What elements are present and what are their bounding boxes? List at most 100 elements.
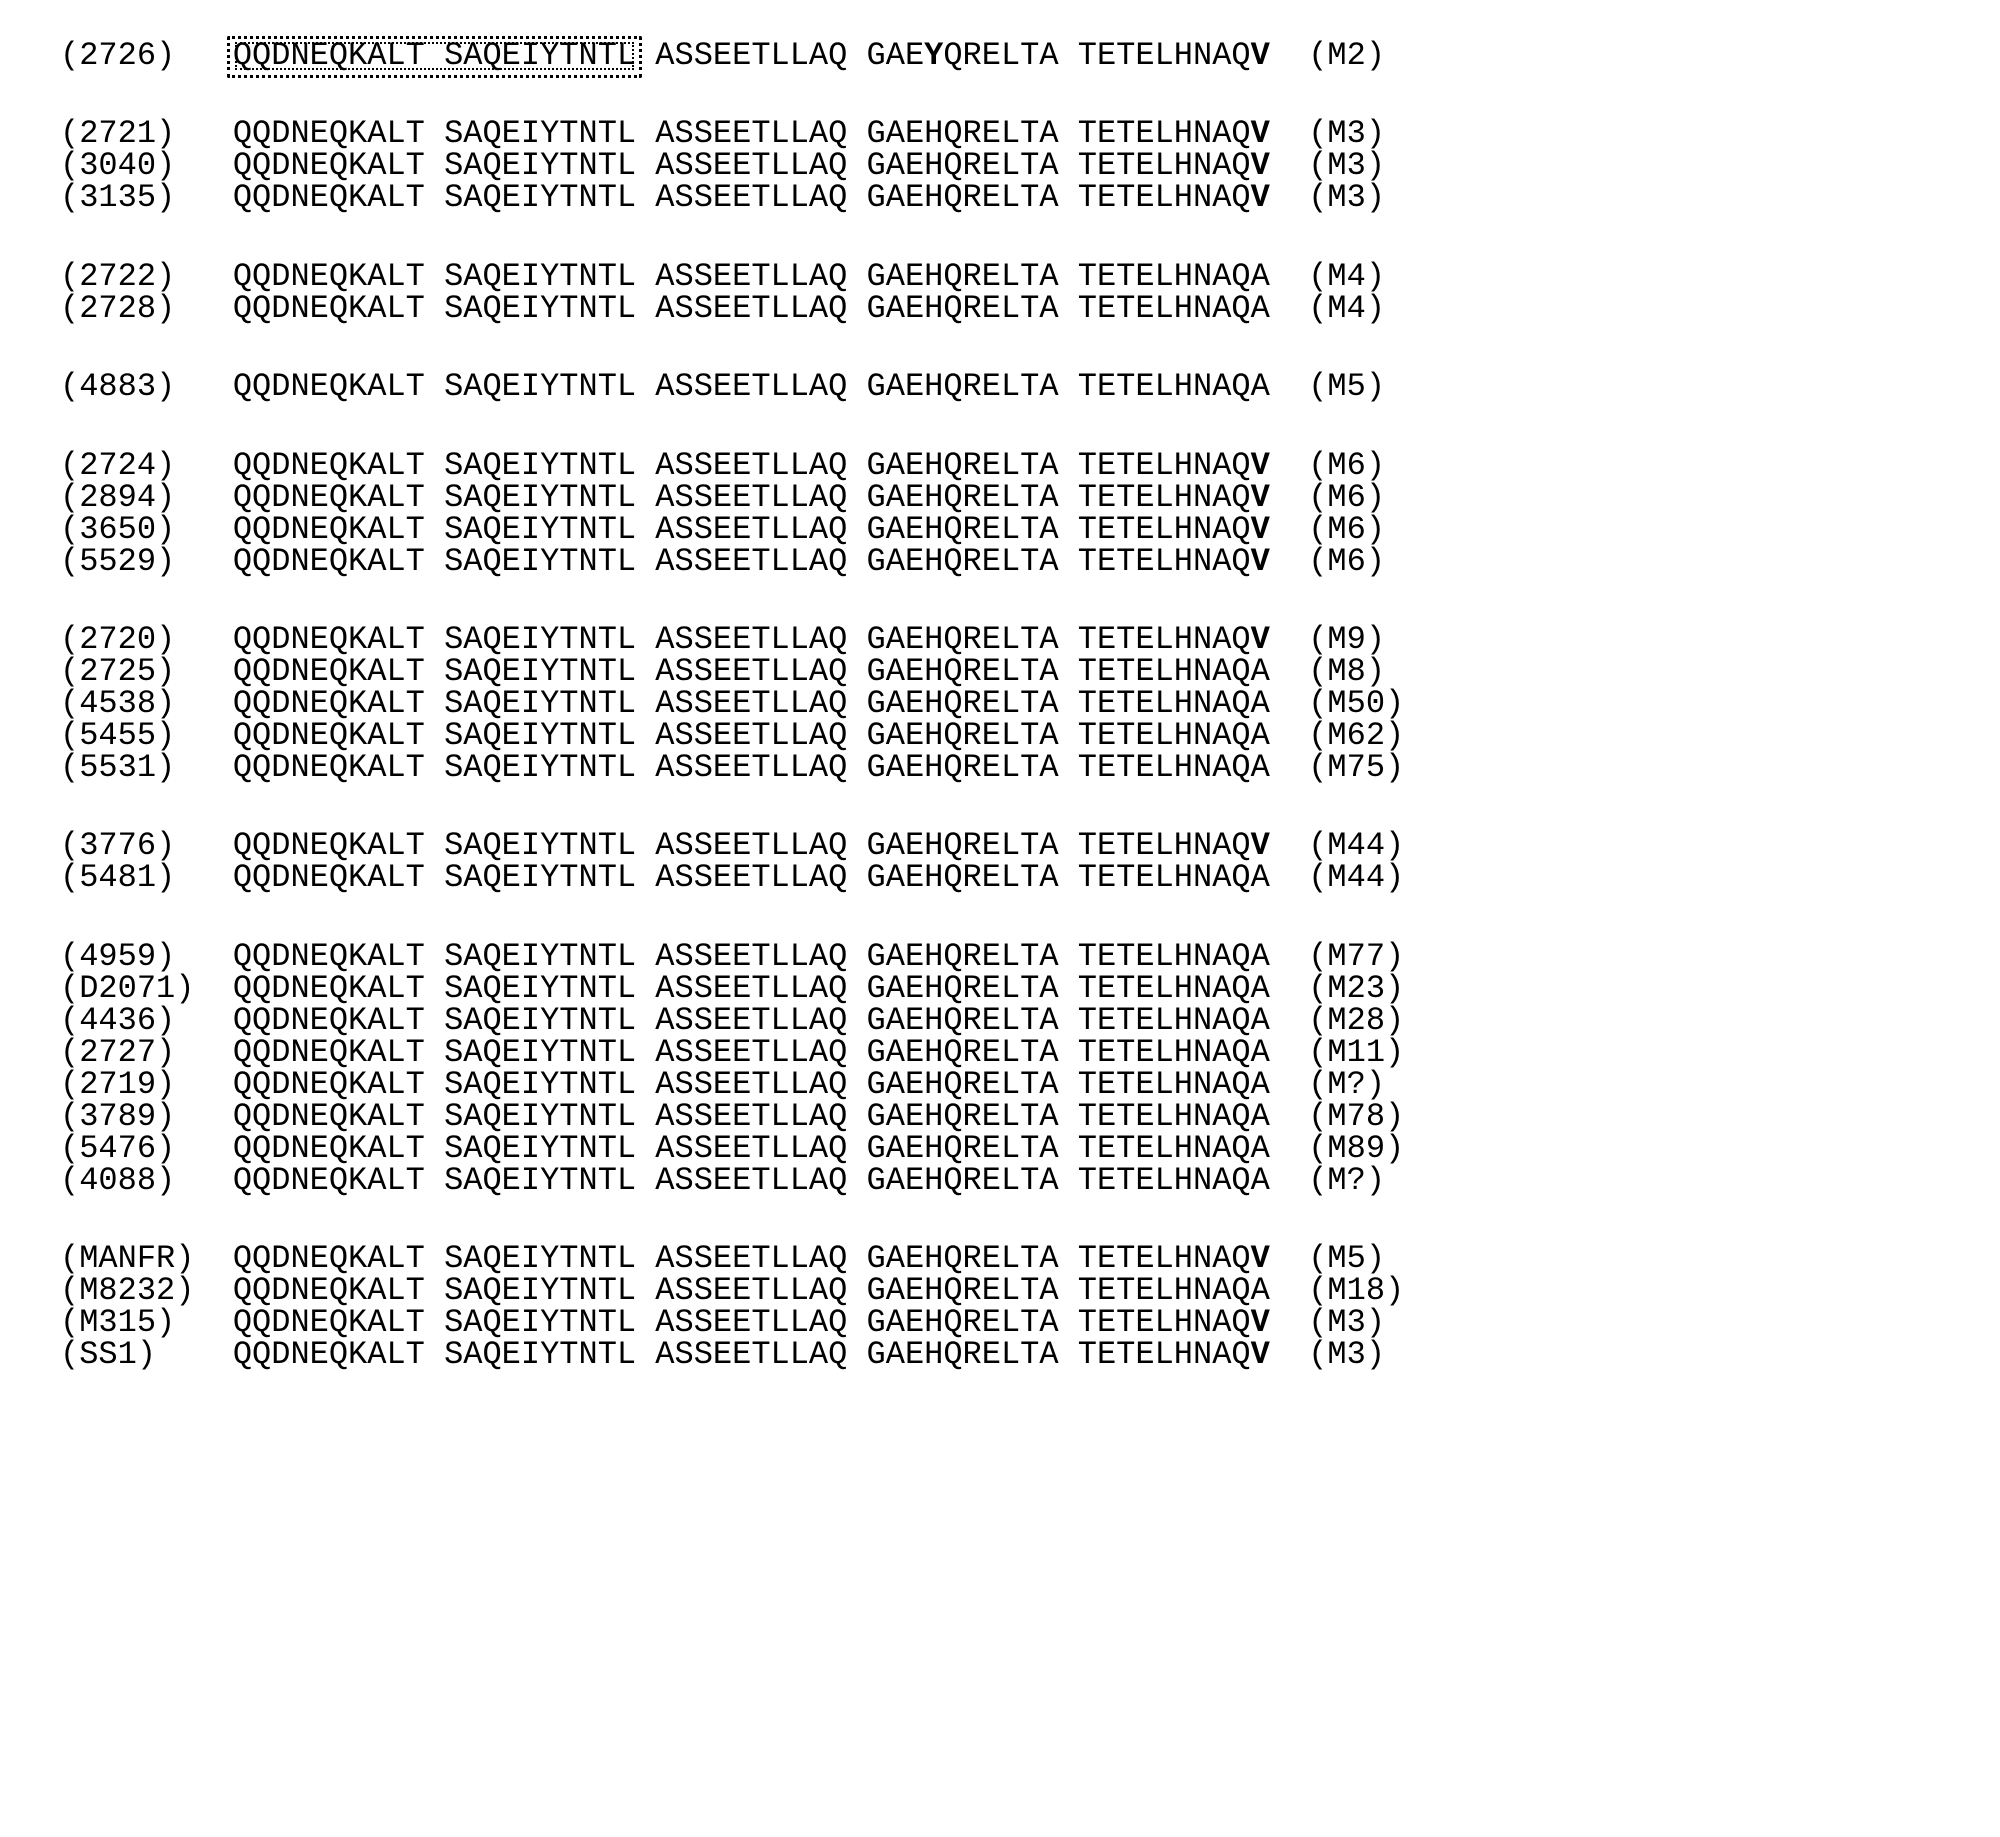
residue-run: TETELHNAQ xyxy=(1078,543,1251,580)
alignment-row: (3650) QQDNEQKALT SAQEIYTNTL ASSEETLLAQ … xyxy=(60,514,1940,546)
row-tag: (M75) xyxy=(1308,749,1404,786)
residue-bold: V xyxy=(1251,543,1270,580)
row-tag: (M44) xyxy=(1308,859,1404,896)
residue-run: QQDNEQKALT xyxy=(233,37,425,74)
row-tag: (M3) xyxy=(1308,179,1385,216)
residue-run: TETELHNAQ xyxy=(1078,1336,1251,1373)
row-id: (5531) xyxy=(60,749,194,786)
alignment-row: (3789) QQDNEQKALT SAQEIYTNTL ASSEETLLAQ … xyxy=(60,1101,1940,1133)
alignment-row: (MANFR) QQDNEQKALT SAQEIYTNTL ASSEETLLAQ… xyxy=(60,1243,1940,1275)
residue-bold: V xyxy=(1251,179,1270,216)
residue-run: ASSEETLLAQ xyxy=(655,859,847,896)
residue-run: GAE xyxy=(867,37,925,74)
alignment-row: (2719) QQDNEQKALT SAQEIYTNTL ASSEETLLAQ … xyxy=(60,1069,1940,1101)
residue-run: SAQEIYTNTL xyxy=(444,368,636,405)
group-separator xyxy=(60,894,1940,940)
row-tag: (M4) xyxy=(1308,290,1385,327)
row-id: (2726) xyxy=(60,37,194,74)
row-tag: (M5) xyxy=(1308,368,1385,405)
row-tag: (M?) xyxy=(1308,1162,1385,1199)
alignment-row: (4883) QQDNEQKALT SAQEIYTNTL ASSEETLLAQ … xyxy=(60,371,1940,403)
alignment-row: (3040) QQDNEQKALT SAQEIYTNTL ASSEETLLAQ … xyxy=(60,150,1940,182)
group-separator xyxy=(60,1197,1940,1243)
residue-run: ASSEETLLAQ xyxy=(655,1336,847,1373)
group-separator xyxy=(60,784,1940,830)
row-id: (4883) xyxy=(60,368,194,405)
row-id: (5529) xyxy=(60,543,194,580)
alignment-row: (5476) QQDNEQKALT SAQEIYTNTL ASSEETLLAQ … xyxy=(60,1133,1940,1165)
alignment-row: (SS1) QQDNEQKALT SAQEIYTNTL ASSEETLLAQ G… xyxy=(60,1339,1940,1371)
group-separator xyxy=(60,214,1940,260)
residue-run: SAQEIYTNTL xyxy=(444,859,636,896)
alignment-row: (3776) QQDNEQKALT SAQEIYTNTL ASSEETLLAQ … xyxy=(60,830,1940,862)
residue-run: SAQEIYTNTL xyxy=(444,543,636,580)
residue-run: GAEHQRELTA xyxy=(867,543,1059,580)
residue-run: ASSEETLLAQ xyxy=(655,368,847,405)
residue-run: QQDNEQKALT xyxy=(233,290,425,327)
residue-run: SAQEIYTNTL xyxy=(444,290,636,327)
alignment-row: (5529) QQDNEQKALT SAQEIYTNTL ASSEETLLAQ … xyxy=(60,546,1940,578)
alignment-row: (D2071) QQDNEQKALT SAQEIYTNTL ASSEETLLAQ… xyxy=(60,973,1940,1005)
row-id: (4088) xyxy=(60,1162,194,1199)
alignment-row: (5455) QQDNEQKALT SAQEIYTNTL ASSEETLLAQ … xyxy=(60,720,1940,752)
residue-bold: Y xyxy=(924,37,943,74)
alignment-row: (4436) QQDNEQKALT SAQEIYTNTL ASSEETLLAQ … xyxy=(60,1005,1940,1037)
residue-run: TETELHNAQA xyxy=(1078,290,1270,327)
residue-run: ASSEETLLAQ xyxy=(655,37,847,74)
alignment-row: (5481) QQDNEQKALT SAQEIYTNTL ASSEETLLAQ … xyxy=(60,862,1940,894)
alignment-row: (3135) QQDNEQKALT SAQEIYTNTL ASSEETLLAQ … xyxy=(60,182,1940,214)
alignment-row: (2726) QQDNEQKALT SAQEIYTNTL ASSEETLLAQ … xyxy=(60,40,1940,72)
residue-run: SAQEIYTNTL xyxy=(444,179,636,216)
residue-run: ASSEETLLAQ xyxy=(655,1162,847,1199)
group-separator xyxy=(60,578,1940,624)
residue-run: SAQEIYTNTL xyxy=(444,1336,636,1373)
alignment-row: (M8232) QQDNEQKALT SAQEIYTNTL ASSEETLLAQ… xyxy=(60,1275,1940,1307)
row-tag: (M2) xyxy=(1308,37,1385,74)
residue-run: GAEHQRELTA xyxy=(867,1336,1059,1373)
residue-run: GAEHQRELTA xyxy=(867,1162,1059,1199)
residue-run: GAEHQRELTA xyxy=(867,859,1059,896)
group-separator xyxy=(60,403,1940,449)
group-separator xyxy=(60,72,1940,118)
residue-run: GAEHQRELTA xyxy=(867,179,1059,216)
residue-bold: V xyxy=(1251,37,1270,74)
alignment-row: (M315) QQDNEQKALT SAQEIYTNTL ASSEETLLAQ … xyxy=(60,1307,1940,1339)
residue-run: SAQEIYTNTL xyxy=(444,749,636,786)
residue-run: QQDNEQKALT xyxy=(233,749,425,786)
residue-run: ASSEETLLAQ xyxy=(655,749,847,786)
alignment-row: (2722) QQDNEQKALT SAQEIYTNTL ASSEETLLAQ … xyxy=(60,261,1940,293)
residue-run: QQDNEQKALT xyxy=(233,1162,425,1199)
alignment-row: (4088) QQDNEQKALT SAQEIYTNTL ASSEETLLAQ … xyxy=(60,1165,1940,1197)
alignment-row: (2725) QQDNEQKALT SAQEIYTNTL ASSEETLLAQ … xyxy=(60,656,1940,688)
residue-run: QQDNEQKALT xyxy=(233,543,425,580)
residue-run: QQDNEQKALT xyxy=(233,1336,425,1373)
row-tag: (M3) xyxy=(1308,1336,1385,1373)
row-id: (2728) xyxy=(60,290,194,327)
residue-run: TETELHNAQA xyxy=(1078,859,1270,896)
alignment-row: (5531) QQDNEQKALT SAQEIYTNTL ASSEETLLAQ … xyxy=(60,752,1940,784)
alignment-row: (2724) QQDNEQKALT SAQEIYTNTL ASSEETLLAQ … xyxy=(60,450,1940,482)
residue-run: ASSEETLLAQ xyxy=(655,179,847,216)
highlighted-region: QQDNEQKALT SAQEIYTNTL xyxy=(233,40,636,72)
alignment-row: (2728) QQDNEQKALT SAQEIYTNTL ASSEETLLAQ … xyxy=(60,293,1940,325)
residue-run: TETELHNAQA xyxy=(1078,749,1270,786)
row-id: (5481) xyxy=(60,859,194,896)
row-id: (SS1) xyxy=(60,1336,194,1373)
residue-run: QQDNEQKALT xyxy=(233,179,425,216)
residue-run: SAQEIYTNTL xyxy=(444,37,636,74)
alignment-row: (2727) QQDNEQKALT SAQEIYTNTL ASSEETLLAQ … xyxy=(60,1037,1940,1069)
row-tag: (M6) xyxy=(1308,543,1385,580)
residue-run: GAEHQRELTA xyxy=(867,749,1059,786)
alignment-row: (4959) QQDNEQKALT SAQEIYTNTL ASSEETLLAQ … xyxy=(60,941,1940,973)
residue-run: TETELHNAQA xyxy=(1078,1162,1270,1199)
alignment-row: (2720) QQDNEQKALT SAQEIYTNTL ASSEETLLAQ … xyxy=(60,624,1940,656)
residue-run: QQDNEQKALT xyxy=(233,368,425,405)
residue-run: TETELHNAQ xyxy=(1078,179,1251,216)
residue-run: GAEHQRELTA xyxy=(867,290,1059,327)
residue-run: GAEHQRELTA xyxy=(867,368,1059,405)
residue-run: TETELHNAQA xyxy=(1078,368,1270,405)
residue-bold: V xyxy=(1251,1336,1270,1373)
residue-run: ASSEETLLAQ xyxy=(655,290,847,327)
residue-run: ASSEETLLAQ xyxy=(655,543,847,580)
alignment-row: (2894) QQDNEQKALT SAQEIYTNTL ASSEETLLAQ … xyxy=(60,482,1940,514)
